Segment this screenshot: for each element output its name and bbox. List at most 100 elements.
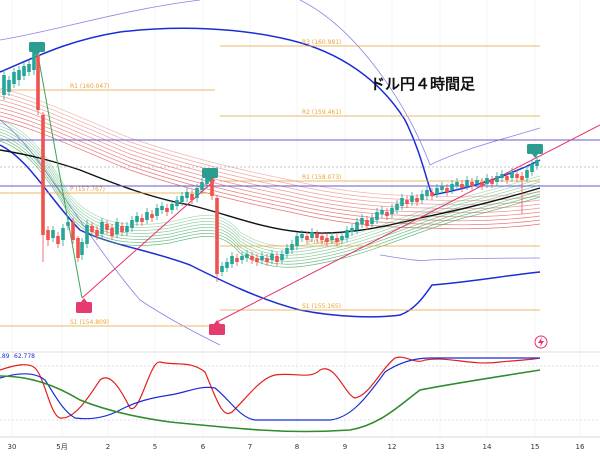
ribbon-up-line (0, 137, 541, 265)
candle-body (350, 228, 354, 232)
candle-body (155, 208, 159, 216)
candle-body (76, 238, 80, 258)
candle-body (175, 200, 179, 206)
ribbon-down (0, 87, 541, 230)
pivot-label: R3 (160.981) (302, 39, 341, 46)
candle-body (225, 262, 229, 268)
ribbon-down-line (0, 99, 541, 210)
peak-marker (527, 144, 543, 154)
trendline-b (216, 124, 600, 323)
candle-body (80, 242, 84, 255)
candle-body (460, 184, 464, 188)
peak-marker-pointer (532, 154, 538, 158)
candle-body (110, 228, 114, 236)
ribbon-down-line (0, 95, 541, 206)
trough-marker-pointer (214, 320, 220, 324)
lightning-icon[interactable] (534, 335, 548, 349)
candle-body (310, 232, 314, 238)
ribbon-down-line (0, 87, 541, 198)
candle-body (41, 115, 45, 235)
candle-body (465, 180, 469, 186)
ribbon-down-line (0, 115, 541, 226)
candle-body (405, 200, 409, 204)
trough-marker (209, 324, 225, 335)
candle-body (500, 174, 504, 178)
candle-body (375, 212, 379, 220)
x-tick-label: 13 (436, 443, 445, 451)
candle-body (390, 208, 394, 214)
moving-average-line (0, 149, 541, 234)
pivot-label: P (157.767) (70, 186, 105, 193)
candle-body (345, 230, 349, 238)
x-tick-label: 2 (106, 443, 110, 451)
candle-body (445, 188, 449, 192)
candle-body (340, 236, 344, 240)
envelope-upper-line (0, 0, 541, 166)
candle-body (2, 75, 6, 95)
x-tick-label: 9 (343, 443, 347, 451)
ribbon-up (0, 119, 541, 268)
candle-body (230, 256, 234, 264)
candle-body (130, 220, 134, 228)
trough-marker-pointer (81, 298, 87, 302)
x-tick-label: 30 (8, 443, 17, 451)
ribbon-up-line (0, 125, 541, 253)
candle-body (240, 256, 244, 260)
pivot-label: R2 (159.461) (302, 109, 341, 116)
candle-body (180, 196, 184, 202)
candle-body (260, 256, 264, 260)
candle-body (510, 172, 514, 178)
candle-body (210, 178, 214, 196)
ribbon-up-line (0, 119, 541, 247)
x-tick-label: 14 (483, 443, 492, 451)
candle-body (135, 216, 139, 222)
x-tick-label: 16 (576, 443, 585, 451)
candle-body (420, 194, 424, 200)
candle-body (56, 236, 60, 244)
ribbon-up-line (0, 134, 541, 262)
candle-body (365, 220, 369, 226)
ribbon-up-line (0, 140, 541, 268)
candle-body (520, 176, 524, 180)
grid (11, 0, 581, 437)
candle-body (235, 258, 239, 262)
candle-body (295, 236, 299, 246)
candle-body (270, 254, 274, 260)
trough-marker (76, 302, 92, 313)
candle-body (165, 208, 169, 212)
markers (29, 42, 543, 335)
candle-body (290, 244, 294, 250)
candle-body (46, 230, 50, 240)
candle-body (305, 236, 309, 240)
candle-body (505, 176, 509, 180)
candle-body (275, 256, 279, 262)
candle-body (17, 70, 21, 80)
candle-body (36, 55, 40, 110)
candle-body (415, 198, 419, 202)
pivot-label: P (156.553) (308, 239, 343, 246)
x-tick-label: 7 (248, 443, 252, 451)
ribbon-down-line (0, 107, 541, 218)
candle-body (440, 186, 444, 190)
candle-body (205, 176, 209, 184)
candle-body (115, 222, 119, 234)
candle-body (85, 225, 89, 244)
x-tick-label: 5月 (56, 443, 67, 451)
candle-body (320, 236, 324, 240)
candle-body (100, 222, 104, 234)
oscillator-signal-line (0, 369, 541, 433)
candle-body (71, 222, 75, 240)
candle-body (535, 160, 539, 166)
candle-body (61, 228, 65, 240)
candle-body (190, 194, 194, 200)
pivot-label: R1 (160.047) (70, 83, 109, 90)
candle-body (160, 206, 164, 210)
candle-body (480, 182, 484, 186)
candle-body (335, 238, 339, 242)
trendline-c (37, 54, 83, 299)
candle-body (425, 190, 429, 196)
candle-body (51, 230, 55, 238)
pivot-levels: R3 (160.981) R2 (159.461) R1 (158.073) P (1… (0, 39, 540, 327)
